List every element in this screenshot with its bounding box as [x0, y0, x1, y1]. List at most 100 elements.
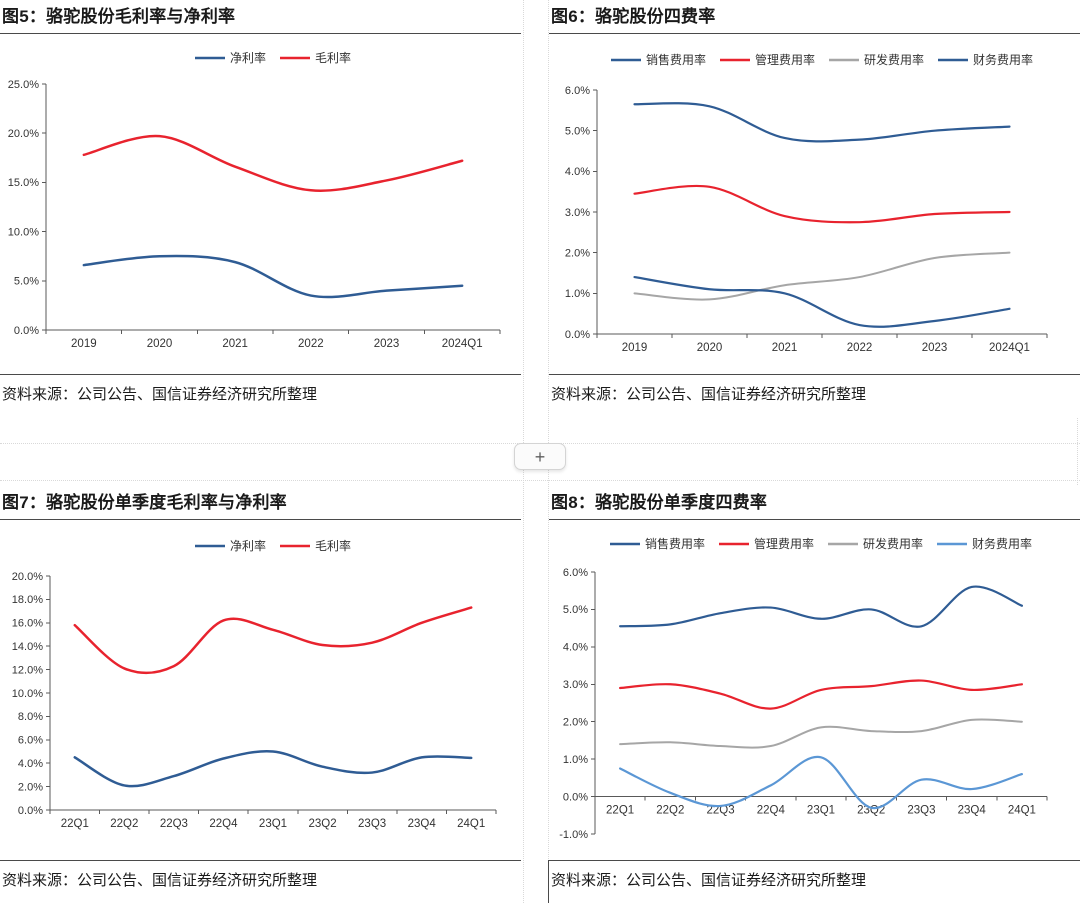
- table-grid-line-horizontal: [0, 480, 1080, 481]
- x-axis: 2019 2020 2021 2022 2023 2024Q1: [45, 329, 501, 350]
- table-grid-line-vertical: [1077, 0, 1078, 903]
- x-tick-label: 23Q4: [408, 818, 437, 830]
- legend-label: 毛利率: [315, 50, 351, 65]
- y-tick-label: 18.0%: [12, 594, 43, 606]
- x-tick-label: 2021: [222, 338, 248, 350]
- x-tick-label: 2023: [374, 338, 400, 350]
- x-tick-label: 2022: [298, 338, 324, 350]
- x-tick-label: 2022: [847, 342, 873, 354]
- y-tick-label: 0.0%: [14, 325, 39, 337]
- figure-7-line-chart[interactable]: 20.0% 18.0% 16.0% 14.0% 12.0% 10.0% 8.0% 6.0% 4.…: [0, 520, 521, 860]
- figure-8: 图8：骆驼股份单季度四费率 6.0% 5.0% 4.0% 3.0% 2.0% 1.0% 0.…: [549, 486, 1080, 903]
- y-tick-label: 4.0%: [565, 166, 590, 178]
- legend-label: 管理费用率: [755, 52, 815, 67]
- y-axis: 25.0% 20.0% 15.0% 10.0% 5.0% 0.0%: [8, 79, 47, 337]
- y-tick-label: 10.0%: [8, 226, 39, 238]
- y-tick-label: 14.0%: [12, 641, 43, 653]
- legend-label: 研发费用率: [863, 536, 923, 551]
- x-tick-label: 22Q1: [61, 818, 89, 830]
- legend-item-3: 财务费用率: [938, 52, 1033, 67]
- legend-label: 管理费用率: [754, 536, 814, 551]
- figure-6: 图6：骆驼股份四费率 6.0% 5.0% 4.0% 3.0% 2.0% 1.0% 0.0% 2…: [549, 0, 1080, 417]
- legend-item-0: 销售费用率: [611, 52, 706, 67]
- x-tick-label: 22Q2: [110, 818, 138, 830]
- y-tick-label: 5.0%: [14, 276, 39, 288]
- legend-item-3: 财务费用率: [937, 536, 1032, 551]
- y-axis: 20.0% 18.0% 16.0% 14.0% 12.0% 10.0% 8.0% 6.0% 4.…: [12, 571, 51, 817]
- series-line-1: [619, 679, 1023, 710]
- y-tick-label: 5.0%: [565, 125, 590, 137]
- legend-item-2: 研发费用率: [829, 52, 924, 67]
- legend-item-1: 毛利率: [280, 538, 351, 553]
- x-tick-label: 2024Q1: [442, 338, 483, 350]
- legend-label: 财务费用率: [972, 536, 1032, 551]
- y-axis: 6.0% 5.0% 4.0% 3.0% 2.0% 1.0% 0.0%: [565, 85, 598, 341]
- figure-6-title: 图6：骆驼股份四费率: [549, 0, 1080, 34]
- legend: 净利率 毛利率: [195, 50, 351, 65]
- series-line-3: [619, 755, 1023, 810]
- x-tick-label: 24Q1: [457, 818, 485, 830]
- figure-8-source: 资料来源：公司公告、国信证券经济研究所整理: [549, 860, 1080, 903]
- x-tick-label: 22Q3: [706, 805, 734, 817]
- figure-7: 图7：骆驼股份单季度毛利率与净利率 20.0% 18.0% 16.0% 14.0% 12…: [0, 486, 521, 903]
- figure-5-line-chart[interactable]: 25.0% 20.0% 15.0% 10.0% 5.0% 0.0% 2019 2020 2021…: [0, 34, 521, 374]
- x-tick-label: 23Q2: [308, 818, 336, 830]
- legend: 销售费用率 管理费用率 研发费用率 财务费用率: [611, 52, 1033, 67]
- x-axis: 22Q1 22Q2 22Q3 22Q4 23Q1 23Q2 23Q3 23Q4 24Q1: [49, 809, 497, 830]
- x-tick-label: 22Q3: [160, 818, 188, 830]
- y-tick-label: 16.0%: [12, 618, 43, 630]
- y-tick-label: 4.0%: [563, 642, 588, 654]
- legend-item-1: 管理费用率: [719, 536, 814, 551]
- series-line-0: [82, 254, 464, 299]
- x-tick-label: 2020: [147, 338, 173, 350]
- x-tick-label: 22Q4: [209, 818, 238, 830]
- y-tick-label: 1.0%: [563, 754, 588, 766]
- y-tick-label: 5.0%: [563, 604, 588, 616]
- series-line-0: [619, 585, 1023, 628]
- figure-6-source: 资料来源：公司公告、国信证券经济研究所整理: [549, 374, 1080, 417]
- x-tick-label: 22Q4: [757, 805, 786, 817]
- figure-5: 图5：骆驼股份毛利率与净利率 25.0% 20.0% 15.0% 10.0% 5.0% 0…: [0, 0, 521, 417]
- y-tick-label: 10.0%: [12, 688, 43, 700]
- x-tick-label: 2020: [697, 342, 723, 354]
- legend-item-1: 管理费用率: [720, 52, 815, 67]
- figure-7-title: 图7：骆驼股份单季度毛利率与净利率: [0, 486, 521, 520]
- y-tick-label: 15.0%: [8, 177, 39, 189]
- y-axis: 6.0% 5.0% 4.0% 3.0% 2.0% 1.0% 0.0% -1.0%: [559, 567, 596, 841]
- series-line-2: [619, 718, 1023, 749]
- y-tick-label: 20.0%: [12, 571, 43, 583]
- x-tick-label: 2019: [622, 342, 648, 354]
- legend-label: 财务费用率: [973, 52, 1033, 67]
- x-tick-label: 22Q2: [656, 805, 684, 817]
- x-axis: 2019 2020 2021 2022 2023 2024Q1: [596, 333, 1048, 354]
- y-tick-label: 4.0%: [18, 758, 43, 770]
- y-tick-label: 6.0%: [563, 567, 588, 579]
- y-tick-label: 8.0%: [18, 711, 43, 723]
- legend-item-0: 净利率: [195, 50, 266, 65]
- x-tick-label: 2021: [772, 342, 798, 354]
- x-tick-label: 24Q1: [1008, 805, 1036, 817]
- y-tick-label: 0.0%: [563, 791, 588, 803]
- insert-block-button[interactable]: +: [514, 443, 566, 470]
- legend-label: 销售费用率: [645, 536, 705, 551]
- table-cell-border: [548, 860, 549, 903]
- series-line-1: [73, 606, 473, 675]
- x-tick-label: 22Q1: [606, 805, 634, 817]
- x-tick-label: 23Q1: [259, 818, 287, 830]
- y-tick-label: 12.0%: [12, 664, 43, 676]
- x-tick-label: 2019: [71, 338, 97, 350]
- y-tick-label: 6.0%: [18, 735, 43, 747]
- legend-label: 毛利率: [315, 538, 351, 553]
- figure-5-title: 图5：骆驼股份毛利率与净利率: [0, 0, 521, 34]
- figure-6-line-chart[interactable]: 6.0% 5.0% 4.0% 3.0% 2.0% 1.0% 0.0% 2019 2020 2021…: [549, 34, 1080, 374]
- series-line-0: [633, 102, 1011, 143]
- x-tick-label: 2023: [922, 342, 948, 354]
- figure-8-line-chart[interactable]: 6.0% 5.0% 4.0% 3.0% 2.0% 1.0% 0.0% -1.0% 22Q1 22Q…: [549, 520, 1080, 860]
- legend: 净利率 毛利率: [195, 538, 351, 553]
- y-tick-label: 1.0%: [565, 288, 590, 300]
- legend-item-1: 毛利率: [280, 50, 351, 65]
- x-tick-label: 23Q4: [958, 805, 987, 817]
- legend-item-2: 研发费用率: [828, 536, 923, 551]
- y-tick-label: 6.0%: [565, 85, 590, 97]
